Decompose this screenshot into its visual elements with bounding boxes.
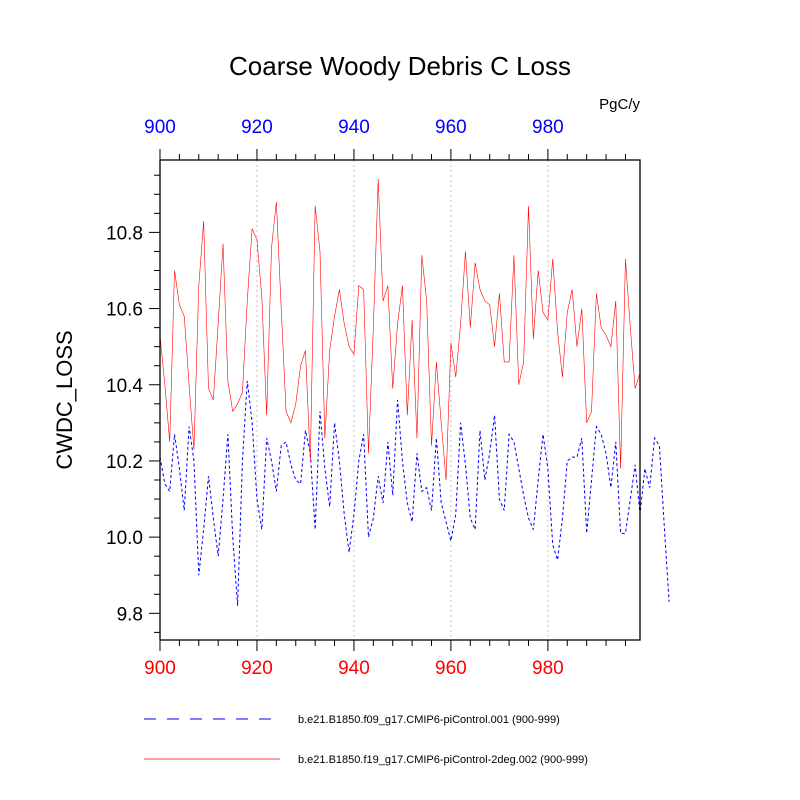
series-line-2 bbox=[159, 179, 641, 481]
x-tick-label-top-920: 920 bbox=[241, 117, 273, 138]
series-layer bbox=[159, 179, 670, 606]
series-line-1 bbox=[159, 380, 670, 606]
units-label: PgC/y bbox=[599, 96, 640, 113]
y-tick-label-5: 10.8 bbox=[106, 223, 143, 244]
x-tick-label-top-980: 980 bbox=[532, 117, 564, 138]
axes: 900 900 920 920 940 940 960 960 980 980 9.8 10.0 10.… bbox=[106, 117, 626, 679]
x-tick-label-bottom-900: 900 bbox=[144, 658, 176, 679]
x-tick-label-top-940: 940 bbox=[338, 117, 370, 138]
legend-label-series-1: b.e21.B1850.f09_g17.CMIP6-piControl.001 … bbox=[298, 714, 560, 726]
y-tick-label-3: 10.4 bbox=[106, 376, 143, 397]
legend: b.e21.B1850.f09_g17.CMIP6-piControl.001 … bbox=[144, 714, 588, 766]
y-tick-label-0: 9.8 bbox=[117, 604, 143, 625]
x-tick-label-top-900: 900 bbox=[144, 117, 176, 138]
y-tick-label-1: 10.0 bbox=[106, 528, 143, 549]
chart-title: Coarse Woody Debris C Loss bbox=[229, 51, 571, 81]
x-tick-label-bottom-920: 920 bbox=[241, 658, 273, 679]
legend-label-series-2: b.e21.B1850.f19_g17.CMIP6-piControl-2deg… bbox=[298, 754, 588, 766]
grid-lines bbox=[256, 160, 549, 640]
y-tick-label-4: 10.6 bbox=[106, 300, 143, 321]
y-axis-label: CWDC_LOSS bbox=[52, 330, 77, 469]
x-tick-label-bottom-940: 940 bbox=[338, 658, 370, 679]
x-tick-label-top-960: 960 bbox=[435, 117, 467, 138]
y-tick-label-2: 10.2 bbox=[106, 452, 143, 473]
x-tick-label-bottom-980: 980 bbox=[532, 658, 564, 679]
plot-frame bbox=[159, 159, 641, 641]
x-tick-label-bottom-960: 960 bbox=[435, 658, 467, 679]
